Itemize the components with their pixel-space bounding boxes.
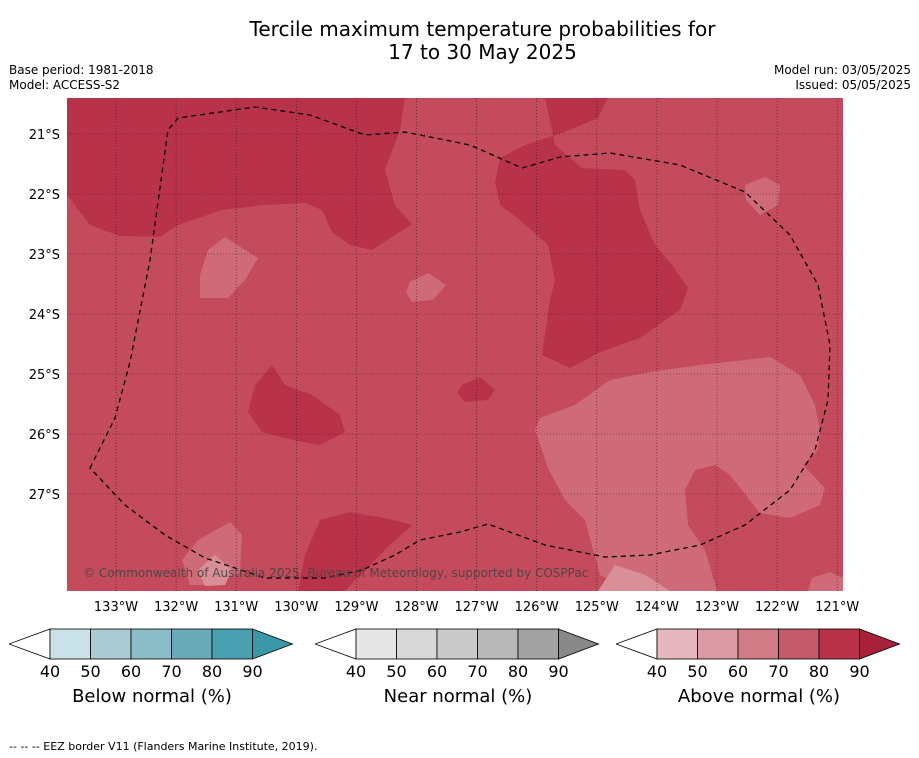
longitude-labels: 133°W 132°W 131°W 130°W 129°W 128°W 127°W 126°W… — [94, 600, 860, 615]
colorbar-tick-label: 90 — [242, 662, 263, 681]
colorbar-segment — [656, 628, 698, 660]
colorbar-tick-label: 60 — [120, 662, 142, 681]
colorbar-tick-label: 40 — [646, 662, 668, 681]
probability-map: © Commonwealth of Australia 2025, Bureau… — [29, 98, 860, 615]
colorbar-segment — [49, 628, 91, 660]
colorbar-tick-label: 70 — [768, 662, 789, 681]
latitude-label: 24°S — [29, 308, 60, 323]
longitude-label: 129°W — [334, 600, 378, 615]
colorbar-below-normal: 40 50 60 70 80 90 — [9, 628, 295, 681]
colorbar-segment — [90, 628, 132, 660]
latitude-label: 21°S — [29, 128, 60, 143]
colorbar-max-extend — [252, 628, 294, 660]
eez-border — [89, 106, 831, 579]
colorbar-above-normal-label: Above normal (%) — [677, 686, 841, 707]
above-60-zone-south — [598, 565, 670, 591]
map-title: Tercile maximum temperature probabilitie… — [0, 18, 919, 64]
colorbar-below-normal-graphic — [9, 628, 294, 660]
colorbar-tick-label: 40 — [39, 662, 61, 681]
above-90-zone-northwest — [67, 98, 412, 250]
colorbar-tick-label: 80 — [201, 662, 223, 681]
colorbar-near-normal-label: Near normal (%) — [383, 686, 533, 707]
title-line-1: Tercile maximum temperature probabilitie… — [249, 17, 716, 41]
above-90-zone-small — [457, 377, 495, 402]
longitude-label: 123°W — [695, 600, 739, 615]
colorbar-near-normal-ticks: 40 50 60 70 80 90 — [315, 660, 601, 681]
longitude-label: 128°W — [394, 600, 438, 615]
colorbar-segment — [818, 628, 860, 660]
above-70-zone-corner — [808, 572, 843, 591]
base-period: Base period: 1981-2018 — [9, 63, 154, 77]
colorbar-segment — [737, 628, 779, 660]
longitude-label: 132°W — [154, 600, 198, 615]
above-60-zone-southwest — [198, 555, 232, 586]
graticule — [67, 98, 843, 591]
colorbar-segment — [130, 628, 172, 660]
colorbar-min-extend — [616, 628, 658, 660]
colorbar-segment — [211, 628, 253, 660]
colorbar-tick-label: 50 — [687, 662, 708, 681]
above-70-zone-northeast — [745, 177, 780, 215]
colorbar-max-extend — [859, 628, 901, 660]
longitude-label: 121°W — [815, 600, 859, 615]
colorbar-near-normal-graphic — [315, 628, 600, 660]
info-right: Model run: 03/05/2025 Issued: 05/05/2025 — [774, 63, 911, 93]
longitude-label: 130°W — [274, 600, 318, 615]
colorbar-segment — [778, 628, 820, 660]
above-70-zone-west — [200, 237, 258, 298]
longitude-label: 122°W — [755, 600, 799, 615]
colorbar-max-extend — [558, 628, 600, 660]
colorbar-min-extend — [315, 628, 357, 660]
latitude-label: 22°S — [29, 188, 60, 203]
colorbar-tick-label: 60 — [727, 662, 749, 681]
model-run: Model run: 03/05/2025 — [773, 63, 911, 77]
longitude-label: 131°W — [214, 600, 258, 615]
latitude-label: 26°S — [29, 428, 60, 443]
longitude-label: 125°W — [575, 600, 619, 615]
longitude-label: 126°W — [515, 600, 559, 615]
above-70-zone-east — [535, 357, 825, 591]
colorbar-below-normal-ticks: 40 50 60 70 80 90 — [9, 660, 295, 681]
colorbar-above-normal: 40 50 60 70 80 90 — [616, 628, 902, 681]
colorbar-min-extend — [9, 628, 51, 660]
above-90-zone-south — [298, 512, 412, 591]
info-left: Base period: 1981-2018 Model: ACCESS-S2 — [9, 63, 154, 93]
issued-date: Issued: 05/05/2025 — [795, 78, 911, 92]
latitude-label: 27°S — [29, 488, 60, 503]
model-name: Model: ACCESS-S2 — [9, 78, 121, 92]
colorbar-tick-label: 80 — [808, 662, 830, 681]
colorbar-below-normal-label: Below normal (%) — [72, 686, 232, 707]
latitude-label: 23°S — [29, 248, 60, 263]
title-line-2: 17 to 30 May 2025 — [388, 40, 577, 64]
colorbar-tick-label: 50 — [386, 662, 407, 681]
map-fill-layers — [67, 98, 843, 591]
colorbar-segment — [396, 628, 438, 660]
longitude-label: 127°W — [455, 600, 499, 615]
colorbar-tick-label: 40 — [345, 662, 367, 681]
eez-footnote: -- -- -- EEZ border V11 (Flanders Marine… — [9, 740, 318, 753]
latitude-labels: 21°S 22°S 23°S 24°S 25°S 26°S 27°S — [29, 128, 60, 503]
colorbar-tick-label: 60 — [426, 662, 448, 681]
map-copyright: © Commonwealth of Australia 2025, Bureau… — [83, 566, 588, 580]
colorbar-segment — [517, 628, 559, 660]
colorbar-tick-label: 50 — [80, 662, 101, 681]
colorbar-tick-label: 90 — [548, 662, 569, 681]
longitude-label: 124°W — [635, 600, 679, 615]
colorbar-segment — [171, 628, 213, 660]
colorbar-above-normal-graphic — [616, 628, 901, 660]
colorbar-segment — [477, 628, 519, 660]
colorbar-above-normal-ticks: 40 50 60 70 80 90 — [616, 660, 902, 681]
colorbar-tick-label: 90 — [849, 662, 870, 681]
longitude-label: 133°W — [94, 600, 138, 615]
colorbar-tick-label: 70 — [161, 662, 182, 681]
above-90-zone-north — [495, 98, 688, 368]
colorbar-segment — [697, 628, 739, 660]
colorbar-segment — [355, 628, 397, 660]
above-70-zone-islet — [406, 273, 446, 302]
colorbar-near-normal: 40 50 60 70 80 90 — [315, 628, 601, 681]
colorbar-segment — [436, 628, 478, 660]
latitude-label: 25°S — [29, 368, 60, 383]
colorbar-tick-label: 70 — [467, 662, 488, 681]
colorbar-tick-label: 80 — [507, 662, 529, 681]
